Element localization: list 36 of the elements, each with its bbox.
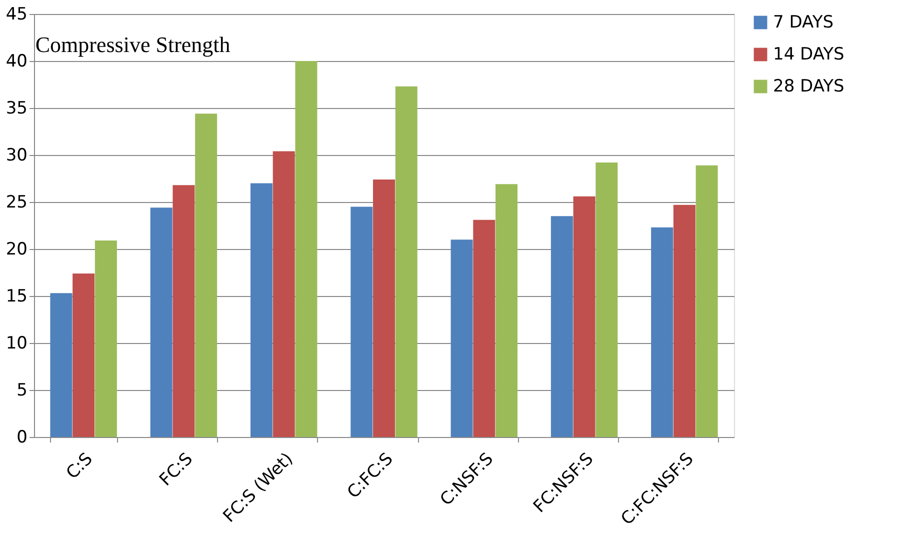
y-tick-label: 30 (6, 146, 28, 166)
y-tick-label: 45 (6, 4, 28, 24)
bar (272, 151, 295, 437)
y-tick-label: 0 (16, 428, 28, 448)
text: Compressive Strength (35, 32, 230, 57)
legend-label: 7 DAYS (773, 12, 834, 32)
bar (350, 206, 373, 437)
y-tick-label: 40 (6, 52, 28, 72)
bar (673, 204, 696, 437)
bar (295, 61, 318, 437)
y-tick-label: 35 (6, 98, 28, 118)
bar (250, 183, 272, 437)
bar (373, 179, 395, 437)
bar (651, 227, 674, 437)
bar (195, 114, 218, 437)
y-tick-label: 10 (6, 334, 28, 354)
bar (473, 220, 496, 437)
x-tick-label: C:S (62, 449, 97, 484)
bar (696, 165, 718, 437)
y-tick-label: 25 (6, 192, 28, 212)
bar (72, 273, 95, 437)
bar (573, 196, 596, 437)
bar (496, 184, 518, 437)
bar (150, 208, 172, 437)
bar (395, 86, 418, 437)
y-tick-label: 5 (16, 380, 28, 400)
bar (550, 216, 573, 437)
bar (450, 240, 473, 437)
bar (596, 162, 618, 437)
legend-label: 14 DAYS (773, 44, 844, 64)
bar (172, 185, 195, 437)
legend-label: 28 DAYS (773, 76, 844, 96)
bar (50, 293, 72, 437)
bar (94, 240, 117, 437)
y-tick-label: 20 (6, 240, 28, 260)
y-tick-label: 15 (6, 286, 28, 306)
